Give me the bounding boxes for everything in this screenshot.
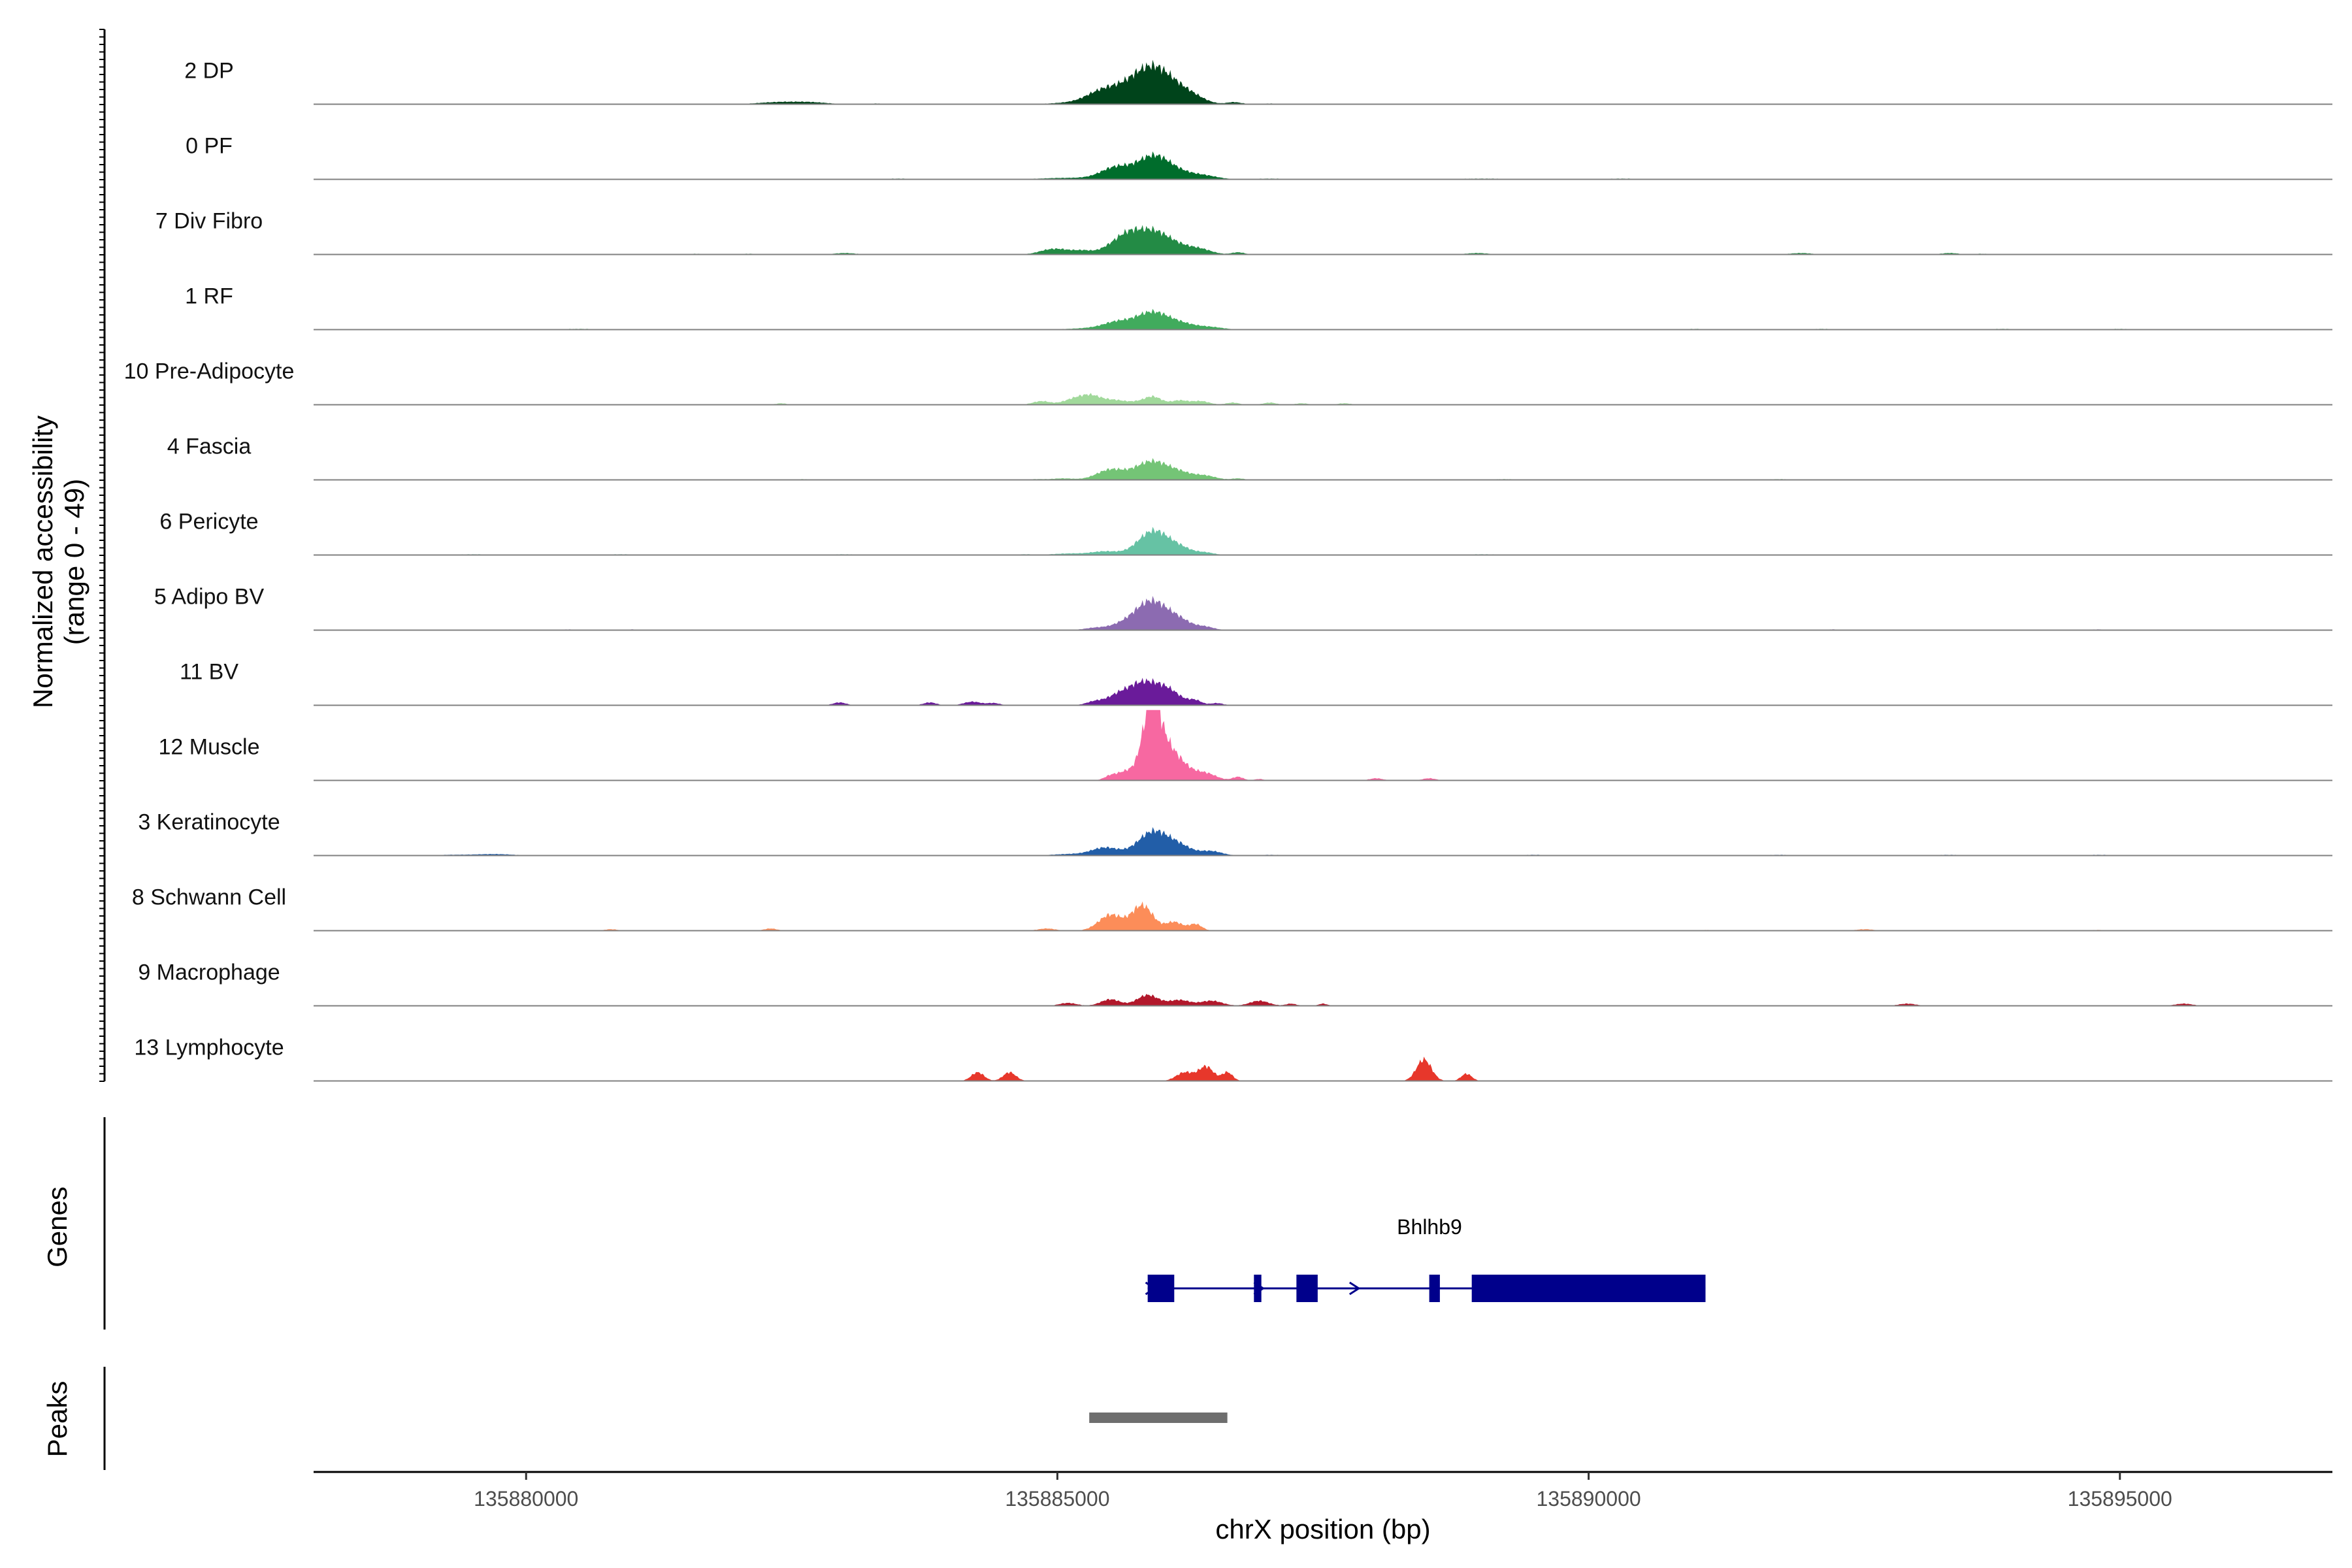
peaks-track [1089,1413,1228,1423]
x-tick-label: 135885000 [1005,1487,1109,1511]
track-label: 11 BV [180,660,238,685]
gene-label: Bhlhb9 [1397,1215,1462,1239]
track-label: 5 Adipo BV [154,585,265,610]
track-9-macrophage: 9 Macrophage [138,960,2332,1007]
track-7-div-fibro: 7 Div Fibro [155,209,2332,255]
x-tick-label: 135895000 [2068,1487,2172,1511]
y-axis-range-subtitle: (range 0 - 49) [59,479,90,645]
coverage-area [314,827,2332,856]
track-12-muscle: 12 Muscle [159,710,2332,781]
track-label: 7 Div Fibro [155,209,263,234]
gene-exon [1296,1275,1318,1302]
coverage-area [314,678,2332,706]
coverage-area [314,151,2332,180]
track-0-pf: 0 PF [186,134,2332,180]
track-3-keratinocyte: 3 Keratinocyte [138,810,2332,857]
x-axis-ticks: 135880000 135885000 135890000 135895000 [474,1472,2172,1511]
track-4-fascia: 4 Fascia [167,434,2332,481]
coverage-area [314,596,2332,630]
gene-exon [1254,1275,1262,1302]
coverage-area [314,393,2332,405]
coverage-area [314,458,2332,480]
track-2-dp: 2 DP [184,59,2332,105]
coverage-area [314,710,2332,781]
gene-bhlhb9: Bhlhb9 [1145,1215,1706,1302]
coverage-area [314,308,2332,330]
track-10-pre-adipocyte: 10 Pre-Adipocyte [124,359,2332,406]
track-label: 9 Macrophage [138,960,280,985]
track-label: 8 Schwann Cell [132,885,286,910]
track-label: 4 Fascia [167,434,252,459]
track-13-lymphocyte: 13 Lymphocyte [134,1036,2332,1082]
x-axis-title: chrX position (bp) [1215,1514,1430,1544]
track-label: 3 Keratinocyte [138,810,280,835]
track-label: 13 Lymphocyte [134,1036,284,1060]
track-label: 2 DP [184,59,234,84]
y-axis-title: Normalized accessibility [27,416,58,708]
peaks-panel-title: Peaks [42,1381,73,1458]
peak-region [1089,1413,1228,1423]
x-tick-label: 135880000 [474,1487,578,1511]
track-label: 1 RF [185,284,233,309]
gene-exon [1471,1275,1706,1302]
track-1-rf: 1 RF [185,284,2332,331]
track-label: 12 Muscle [159,735,260,760]
coverage-area [314,994,2332,1006]
coverage-y-ticks [99,29,105,1082]
gene-exon [1429,1275,1440,1302]
track-label: 10 Pre-Adipocyte [124,359,295,384]
strand-arrow [1348,1281,1361,1296]
track-6-pericyte: 6 Pericyte [159,510,2332,556]
track-label: 0 PF [186,134,233,159]
track-8-schwann-cell: 8 Schwann Cell [132,885,2332,932]
track-label: 6 Pericyte [159,510,258,534]
coverage-area [314,1056,2332,1081]
genes-panel-title: Genes [42,1186,73,1267]
coverage-area [314,225,2332,255]
gene-exon [1147,1275,1175,1302]
track-11-bv: 11 BV [180,660,2332,706]
coverage-area [314,59,2332,105]
x-tick-label: 135890000 [1536,1487,1641,1511]
coverage-area [314,527,2332,555]
coverage-area [314,901,2332,931]
coverage-tracks: 2 DP 0 PF 7 Div Fibro 1 RF 10 Pre-Adipocyte 4… [124,59,2332,1082]
track-5-adipo-bv: 5 Adipo BV [154,585,2332,631]
genes-track: Bhlhb9 [1145,1215,1706,1302]
